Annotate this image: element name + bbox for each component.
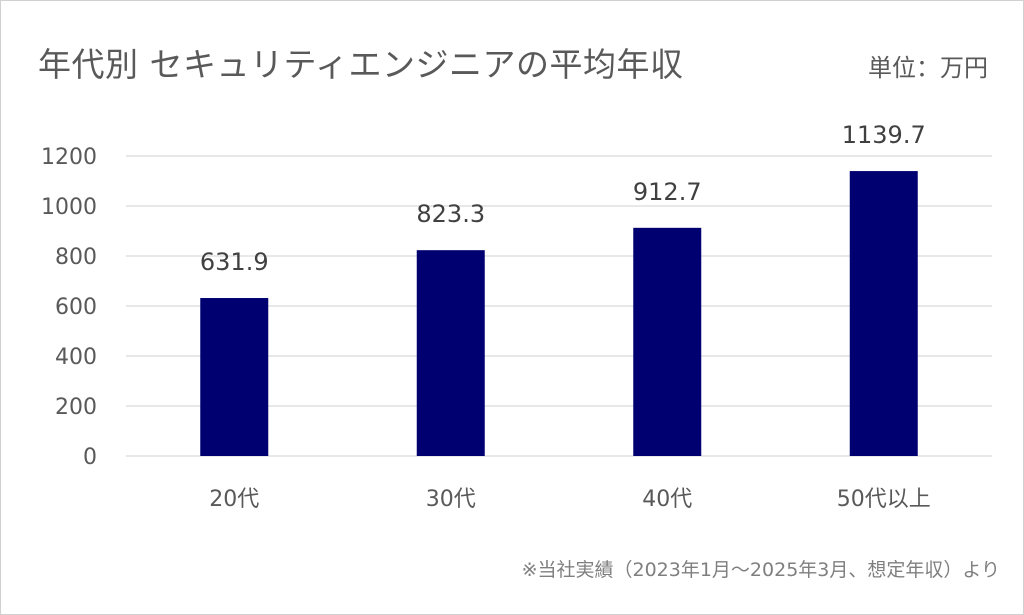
y-tick-label: 200 [55, 395, 97, 420]
y-tick-label: 400 [55, 345, 97, 370]
bar-50代以上 [849, 171, 918, 456]
x-category-label: 50代以上 [837, 487, 931, 512]
unit-label: 単位：万円 [868, 54, 988, 82]
x-category-label: 20代 [209, 487, 259, 512]
y-tick-label: 800 [55, 245, 97, 270]
data-label: 912.7 [633, 178, 702, 206]
bar-20代 [200, 298, 269, 456]
y-tick-label: 1000 [41, 195, 97, 220]
y-tick-label: 600 [55, 295, 97, 320]
data-label: 1139.7 [842, 121, 926, 149]
data-label: 631.9 [200, 248, 269, 276]
bar-30代 [416, 250, 485, 456]
x-category-label: 40代 [642, 487, 692, 512]
x-category-label: 30代 [426, 487, 476, 512]
bar-40代 [633, 227, 702, 456]
data-label: 823.3 [416, 200, 485, 228]
y-tick-label: 1200 [41, 145, 97, 170]
chart-title: 年代別 セキュリティエンジニアの平均年収 [38, 45, 684, 84]
source-note: ※当社実績（2023年1月～2025年3月、想定年収）より [521, 559, 1000, 581]
y-tick-label: 0 [83, 445, 97, 470]
